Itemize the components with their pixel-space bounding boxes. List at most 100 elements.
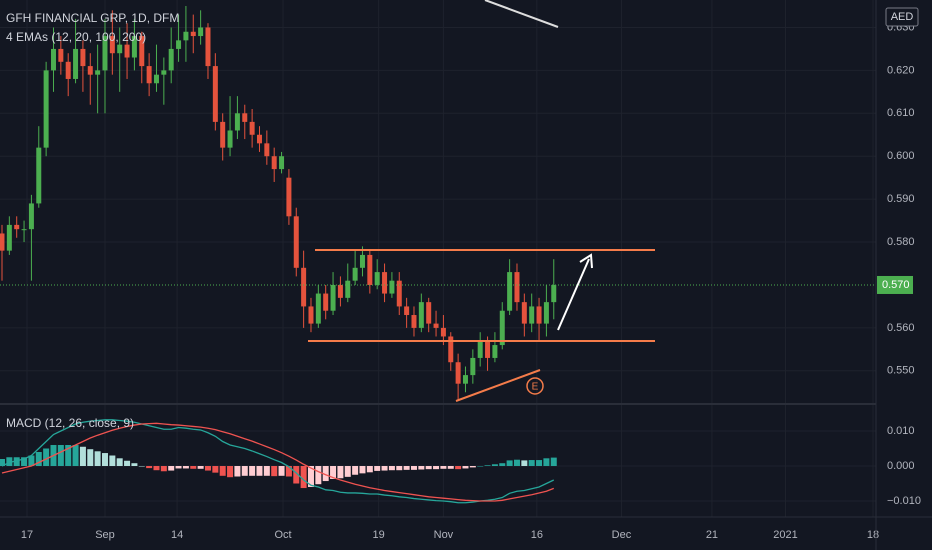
last-price-badge <box>877 275 913 294</box>
histogram-bar <box>131 463 138 467</box>
last-price-label: 0.570 <box>882 279 910 291</box>
candle-body <box>382 272 388 294</box>
histogram-bar <box>138 466 145 467</box>
x-tick-label: Nov <box>434 529 454 541</box>
histogram-bar <box>175 466 182 469</box>
histogram-bar <box>455 466 462 470</box>
candle-body <box>492 345 498 358</box>
trend-line <box>455 369 541 402</box>
histogram-bar <box>506 460 513 467</box>
candle-body <box>455 362 461 384</box>
histogram-bar <box>425 466 432 470</box>
histogram-bar <box>440 466 447 469</box>
histogram-bar <box>491 464 498 467</box>
histogram-bar <box>212 466 219 473</box>
candle-body <box>21 229 27 231</box>
histogram-bar <box>190 466 197 469</box>
overlay-layer: GFH FINANCIAL GRP, 1D, DFM 4 EMAs (12, 2… <box>6 7 919 430</box>
y-tick-label: −0.010 <box>887 495 921 507</box>
candle-body <box>161 70 167 75</box>
histogram-bar <box>307 466 314 488</box>
histogram-bar <box>6 457 13 467</box>
histogram-bar <box>57 445 64 467</box>
indicator-legend: 4 EMAs (12, 20, 100, 200) <box>6 30 146 44</box>
candle-body <box>65 61 71 79</box>
currency-badge[interactable] <box>885 7 919 27</box>
candle-body <box>264 143 270 157</box>
histogram-bar <box>168 466 175 471</box>
histogram-bar <box>101 453 108 467</box>
histogram-bar <box>124 460 131 467</box>
histogram-bar <box>249 466 256 476</box>
candle-body <box>315 293 321 324</box>
candle-body <box>330 284 336 311</box>
histogram-bar <box>403 466 410 470</box>
candle-body <box>374 272 380 285</box>
histogram-bar <box>204 466 211 471</box>
histogram-bar <box>300 466 307 489</box>
histogram-bar <box>513 459 520 467</box>
candle-body <box>308 306 314 324</box>
histogram-bar <box>484 465 491 467</box>
candle-body <box>323 293 329 311</box>
candle-body <box>279 156 285 170</box>
candle-body <box>256 134 262 144</box>
histogram-bar <box>469 466 476 468</box>
x-tick-label: Dec <box>612 529 632 541</box>
histogram-bar <box>21 457 28 467</box>
histogram-bar <box>65 445 72 467</box>
candle-body <box>87 66 93 75</box>
histogram-bar <box>293 466 300 484</box>
arrow-head <box>579 253 593 269</box>
candle-body <box>396 280 402 307</box>
y-tick-label: 0.610 <box>887 107 915 119</box>
candle-body <box>109 36 115 54</box>
histogram-bar <box>337 466 344 479</box>
candle-body <box>14 224 20 230</box>
histogram-bar <box>521 460 528 467</box>
x-tick-label: 18 <box>867 529 879 541</box>
candle-body <box>168 48 174 71</box>
candle-body <box>286 177 292 217</box>
drawn-line <box>484 0 559 28</box>
x-tick-label: 14 <box>171 529 183 541</box>
candle-body <box>227 130 233 148</box>
histogram-bar <box>43 448 50 467</box>
histogram-bar <box>160 466 167 472</box>
candle-body <box>470 357 476 376</box>
histogram-bar <box>543 458 550 467</box>
histogram-bar <box>109 455 116 467</box>
histogram-bar <box>322 466 329 482</box>
candle-body <box>95 70 101 75</box>
candle-body <box>212 66 218 122</box>
histogram-bar <box>433 466 440 470</box>
candle-body <box>404 306 410 316</box>
candle-body <box>117 44 123 54</box>
histogram-bar <box>418 466 425 470</box>
histogram-bar <box>182 466 189 469</box>
histogram-bar <box>359 466 366 474</box>
histogram-bar <box>447 466 454 469</box>
histogram-bar <box>396 466 403 471</box>
histogram-bar <box>116 458 123 467</box>
event-circle <box>526 377 544 395</box>
candle-body <box>80 48 86 67</box>
candle-body <box>499 310 505 346</box>
candle-body <box>389 280 395 294</box>
histogram-bar <box>146 466 153 469</box>
candle-body <box>73 48 79 79</box>
candle-body <box>293 216 299 268</box>
candle-body <box>58 48 64 62</box>
candle-body <box>514 272 520 303</box>
candle-body <box>102 36 108 71</box>
currency-label: AED <box>891 11 914 23</box>
histogram-bar <box>13 457 20 467</box>
histogram-bar <box>0 459 5 467</box>
x-tick-label: 16 <box>531 529 543 541</box>
candle-body <box>6 224 12 251</box>
candle-body <box>43 70 49 148</box>
x-tick-label: Oct <box>274 529 291 541</box>
candle-body <box>0 233 5 251</box>
candle-body <box>367 254 373 285</box>
